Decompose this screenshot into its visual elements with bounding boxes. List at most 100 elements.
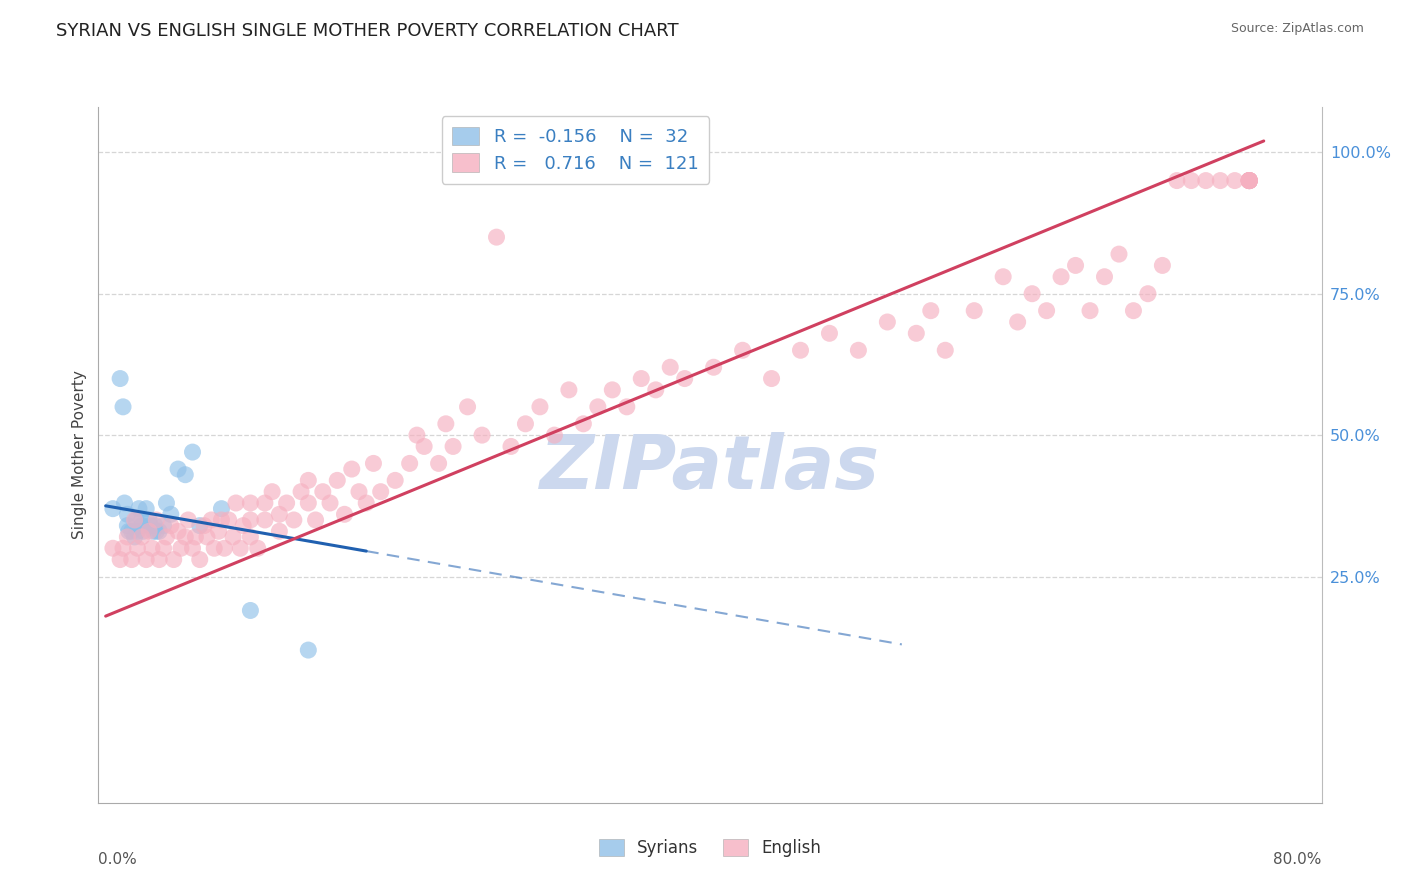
Point — [262, 484, 284, 499]
Point — [515, 417, 537, 431]
Point — [101, 541, 124, 556]
Text: SYRIAN VS ENGLISH SINGLE MOTHER POVERTY CORRELATION CHART: SYRIAN VS ENGLISH SINGLE MOTHER POVERTY … — [56, 22, 679, 40]
Point — [703, 360, 725, 375]
Point — [659, 360, 682, 375]
Point — [269, 524, 291, 539]
Point — [174, 467, 197, 482]
Text: 80.0%: 80.0% — [1274, 852, 1322, 866]
Text: 0.0%: 0.0% — [98, 852, 138, 866]
Point — [1239, 173, 1261, 187]
Point — [117, 518, 139, 533]
Point — [1021, 286, 1043, 301]
Point — [239, 496, 262, 510]
Point — [1166, 173, 1188, 187]
Point — [616, 400, 638, 414]
Point — [181, 541, 204, 556]
Point — [1007, 315, 1029, 329]
Y-axis label: Single Mother Poverty: Single Mother Poverty — [72, 370, 87, 540]
Point — [222, 530, 245, 544]
Point — [121, 524, 143, 539]
Point — [117, 530, 139, 544]
Point — [529, 400, 551, 414]
Point — [384, 474, 406, 488]
Point — [232, 518, 254, 533]
Point — [114, 496, 136, 510]
Point — [253, 513, 276, 527]
Point — [142, 524, 165, 539]
Point — [290, 484, 312, 499]
Point — [145, 524, 167, 539]
Point — [101, 501, 124, 516]
Point — [188, 552, 211, 566]
Point — [170, 541, 193, 556]
Point — [1152, 259, 1174, 273]
Point — [188, 518, 211, 533]
Point — [848, 343, 870, 358]
Point — [920, 303, 942, 318]
Point — [1239, 173, 1261, 187]
Point — [124, 530, 146, 544]
Point — [934, 343, 956, 358]
Point — [1239, 173, 1261, 187]
Point — [167, 524, 190, 539]
Point — [586, 400, 609, 414]
Point — [644, 383, 666, 397]
Point — [155, 530, 177, 544]
Point — [117, 508, 139, 522]
Point — [108, 552, 131, 566]
Point — [789, 343, 811, 358]
Point — [471, 428, 494, 442]
Point — [155, 496, 177, 510]
Point — [239, 603, 262, 617]
Point — [131, 518, 153, 533]
Point — [761, 371, 783, 385]
Point — [152, 541, 174, 556]
Point — [138, 513, 160, 527]
Point — [297, 496, 319, 510]
Point — [148, 552, 170, 566]
Point — [558, 383, 581, 397]
Point — [193, 518, 215, 533]
Point — [181, 445, 204, 459]
Point — [991, 269, 1014, 284]
Point — [1239, 173, 1261, 187]
Point — [131, 530, 153, 544]
Point — [177, 513, 200, 527]
Point — [1136, 286, 1159, 301]
Point — [1122, 303, 1144, 318]
Point — [499, 439, 522, 453]
Point — [319, 496, 342, 510]
Point — [121, 552, 143, 566]
Point — [731, 343, 754, 358]
Point — [485, 230, 508, 244]
Point — [312, 484, 335, 499]
Point — [602, 383, 624, 397]
Point — [1239, 173, 1261, 187]
Text: ZIPatlas: ZIPatlas — [540, 433, 880, 506]
Point — [1239, 173, 1261, 187]
Point — [135, 501, 157, 516]
Point — [1064, 259, 1087, 273]
Point — [406, 428, 429, 442]
Point — [905, 326, 928, 341]
Point — [246, 541, 269, 556]
Point — [174, 530, 197, 544]
Point — [141, 541, 163, 556]
Point — [1078, 303, 1101, 318]
Point — [195, 530, 218, 544]
Point — [572, 417, 595, 431]
Text: Source: ZipAtlas.com: Source: ZipAtlas.com — [1230, 22, 1364, 36]
Point — [128, 501, 150, 516]
Point — [132, 524, 155, 539]
Point — [1094, 269, 1116, 284]
Point — [441, 439, 464, 453]
Point — [283, 513, 305, 527]
Point — [152, 518, 174, 533]
Point — [297, 474, 319, 488]
Point — [326, 474, 349, 488]
Point — [543, 428, 565, 442]
Point — [1035, 303, 1057, 318]
Point — [135, 552, 157, 566]
Legend: Syrians, English: Syrians, English — [592, 832, 828, 864]
Point — [229, 541, 252, 556]
